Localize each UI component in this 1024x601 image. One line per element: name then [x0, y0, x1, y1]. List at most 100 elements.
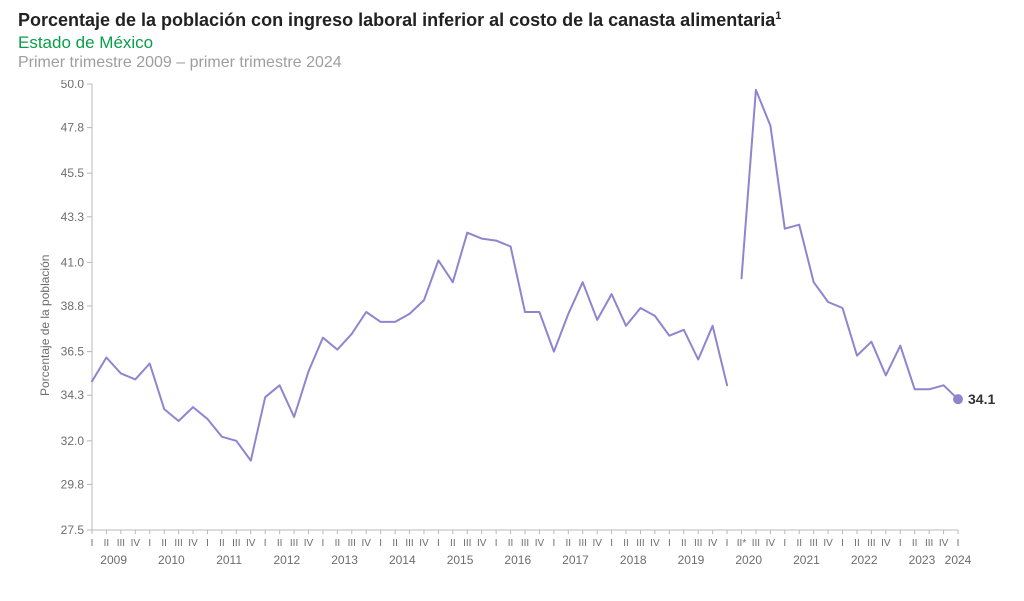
- end-point-label: 34.1: [968, 391, 995, 407]
- x-tick-quarter-label: III: [117, 538, 125, 549]
- x-tick-quarter-label: III: [809, 538, 817, 549]
- x-tick-quarter-label: I: [726, 538, 729, 549]
- x-tick-quarter-label: IV: [419, 538, 429, 549]
- x-tick-year-label: 2020: [735, 553, 762, 567]
- x-tick-quarter-label: III: [636, 538, 644, 549]
- x-tick-quarter-label: III: [348, 538, 356, 549]
- line-chart-svg: 27.5 29.8 32.0 34.3 36.5 38.8 41.0 43.3 45.5 47.8…: [48, 80, 1008, 590]
- x-tick-quarter-label: I: [437, 538, 440, 549]
- x-tick-quarter-label: I: [552, 538, 555, 549]
- x-tick-quarter-label: I: [783, 538, 786, 549]
- x-tick-quarter-label: III: [694, 538, 702, 549]
- end-point-marker: [953, 394, 963, 404]
- x-tick-year-label: 2024: [945, 553, 972, 567]
- x-tick-quarter-label: I: [264, 538, 267, 549]
- x-tick-year-label: 2014: [389, 553, 416, 567]
- x-tick-quarter-label: III: [579, 538, 587, 549]
- x-tick-quarter-label: III: [867, 538, 875, 549]
- x-tick-quarter-label: IV: [188, 538, 198, 549]
- series-line-segment-2: [742, 90, 959, 399]
- x-tick-quarter-label: I: [668, 538, 671, 549]
- x-tick-year-label: 2011: [216, 553, 242, 567]
- x-tick-year-label: 2022: [851, 553, 878, 567]
- y-tick-label: 29.8: [61, 477, 85, 491]
- x-tick-quarter-label: IV: [881, 538, 891, 549]
- x-tick-quarter-label: III: [174, 538, 182, 549]
- x-tick-quarter-label: IV: [362, 538, 372, 549]
- x-tick-quarter-label: II: [623, 538, 629, 549]
- x-tick-quarter-label: II: [566, 538, 572, 549]
- x-tick-quarter-label: II: [912, 538, 918, 549]
- y-tick-label: 45.5: [61, 166, 85, 180]
- y-tick-label: 43.3: [61, 210, 85, 224]
- y-tick-label: 41.0: [61, 255, 85, 269]
- x-tick-quarter-label: III: [290, 538, 298, 549]
- x-tick-quarter-label: IV: [477, 538, 487, 549]
- x-tick-quarter-label: II: [450, 538, 456, 549]
- x-tick-year-label: 2015: [447, 553, 474, 567]
- x-tick-year-label: 2023: [909, 553, 936, 567]
- x-tick-quarter-label: IV: [939, 538, 949, 549]
- x-tick-quarter-label: IV: [246, 538, 256, 549]
- x-tick-quarter-label: I: [495, 538, 498, 549]
- x-tick-year-label: 2017: [562, 553, 589, 567]
- y-tick-label: 50.0: [61, 80, 85, 91]
- x-tick-quarter-label: II: [854, 538, 860, 549]
- x-tick-quarter-label: II: [335, 538, 341, 549]
- y-tick-label: 47.8: [61, 121, 85, 135]
- x-tick-quarter-label: III: [405, 538, 413, 549]
- x-tick-quarter-label: III: [521, 538, 529, 549]
- x-tick-year-label: 2021: [793, 553, 820, 567]
- x-tick-quarter-label: IV: [766, 538, 776, 549]
- x-tick-quarter-label: II: [796, 538, 802, 549]
- x-tick-year-label: 2012: [273, 553, 300, 567]
- x-tick-quarter-label: I: [206, 538, 209, 549]
- x-tick-quarter-label: IV: [708, 538, 718, 549]
- x-tick-quarter-label: III: [232, 538, 240, 549]
- x-tick-quarter-label: I: [322, 538, 325, 549]
- x-tick-quarter-label: I: [957, 538, 960, 549]
- chart-subtitle-state: Estado de México: [18, 33, 1006, 53]
- x-tick-quarter-label: II: [508, 538, 514, 549]
- x-tick-quarter-label: IV: [592, 538, 602, 549]
- series-line-segment-1: [92, 233, 727, 461]
- x-tick-quarter-label: II: [219, 538, 225, 549]
- x-tick-quarter-label: IV: [650, 538, 660, 549]
- x-tick-quarter-label: IV: [304, 538, 314, 549]
- y-tick-label: 38.8: [61, 299, 85, 313]
- x-tick-quarter-label: II: [161, 538, 167, 549]
- chart-title-text: Porcentaje de la población con ingreso l…: [18, 10, 775, 30]
- chart-title: Porcentaje de la población con ingreso l…: [18, 10, 1006, 31]
- x-tick-quarter-label: I: [91, 538, 94, 549]
- x-tick-year-label: 2013: [331, 553, 358, 567]
- x-tick-quarter-label: I: [148, 538, 151, 549]
- y-tick-label: 36.5: [61, 345, 85, 359]
- y-axis-title: Porcentaje de la población: [38, 255, 52, 396]
- x-tick-quarter-label: III: [925, 538, 933, 549]
- chart-subtitle-range: Primer trimestre 2009 – primer trimestre…: [18, 54, 1006, 72]
- y-tick-label: 34.3: [61, 388, 85, 402]
- x-tick-quarter-label: I: [899, 538, 902, 549]
- x-tick-year-label: 2009: [100, 553, 127, 567]
- x-tick-year-label: 2016: [504, 553, 531, 567]
- x-tick-quarter-label: I: [841, 538, 844, 549]
- y-tick-label: 32.0: [61, 434, 85, 448]
- x-tick-quarter-label: III: [463, 538, 471, 549]
- x-tick-quarter-label: I: [379, 538, 382, 549]
- x-tick-year-label: 2019: [678, 553, 705, 567]
- chart-container: Porcentaje de la población con ingreso l…: [0, 0, 1024, 601]
- x-tick-quarter-label: II: [392, 538, 398, 549]
- x-tick-year-label: 2018: [620, 553, 647, 567]
- x-tick-quarter-label: II: [104, 538, 110, 549]
- x-tick-quarter-label: I: [610, 538, 613, 549]
- x-tick-year-label: 2010: [158, 553, 185, 567]
- x-tick-quarter-label: IV: [535, 538, 545, 549]
- x-tick-quarter-label: III: [752, 538, 760, 549]
- x-tick-quarter-label: IV: [131, 538, 141, 549]
- x-tick-quarter-label: II: [277, 538, 283, 549]
- footnote-marker: 1: [775, 10, 781, 22]
- x-tick-quarter-label: IV: [823, 538, 833, 549]
- y-tick-label: 27.5: [61, 523, 85, 537]
- x-tick-quarter-label: II*: [737, 538, 747, 549]
- chart-area: Porcentaje de la población 27.529.832.03…: [48, 80, 1008, 590]
